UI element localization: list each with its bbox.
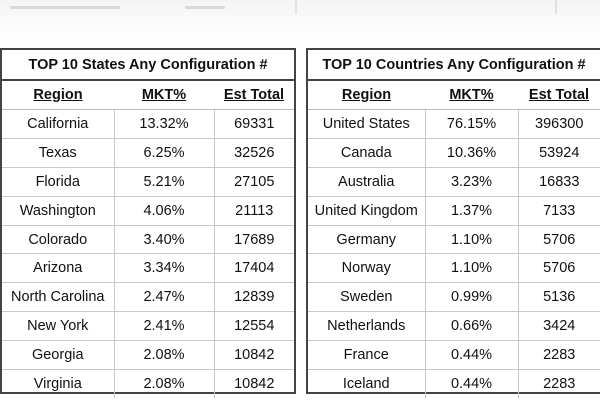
mkt-percent-cell: 76.15%: [425, 109, 519, 139]
table-row: Sweden 0.99% 5136: [308, 282, 600, 313]
region-cell: France: [308, 340, 426, 371]
mkt-percent-cell: 0.99%: [425, 282, 519, 313]
region-cell: California: [2, 109, 115, 139]
table-row: Norway 1.10% 5706: [308, 253, 600, 284]
est-total-cell: 2283: [543, 375, 576, 392]
est-total-cell: 21113: [214, 196, 294, 226]
mkt-percent-cell: 6.25%: [114, 138, 215, 168]
region-cell: Arizona: [2, 253, 115, 284]
mkt-percent-cell: 1.10%: [425, 253, 519, 284]
region-cell: New York: [2, 311, 115, 342]
region-cell: North Carolina: [2, 282, 115, 313]
table-row: United States 76.15% 396300: [308, 109, 600, 139]
mkt-percent-cell: 2.08%: [114, 340, 215, 371]
est-total-cell: 2283: [518, 340, 600, 371]
region-cell: Georgia: [2, 340, 115, 371]
mkt-percent-cell: 2.08%: [114, 369, 215, 398]
table-row: Netherlands 0.66% 3424: [308, 311, 600, 342]
est-total-cell: 10842: [214, 340, 294, 371]
table-row: Texas 6.25% 32526: [2, 138, 294, 168]
table-row: New York 2.41% 12554: [2, 311, 294, 342]
mkt-percent-cell: 3.23%: [425, 167, 519, 197]
table-row: Florida 5.21% 27105: [2, 167, 294, 197]
region-cell: Colorado: [2, 225, 115, 255]
est-total-cell: 10842: [234, 375, 275, 392]
region-cell: Germany: [308, 225, 426, 255]
est-total-cell: 53924: [518, 138, 600, 168]
table-row: Australia 3.23% 16833: [308, 167, 600, 197]
est-total-cell: 7133: [518, 196, 600, 226]
mkt-percent-cell: 0.66%: [425, 311, 519, 342]
states-table-title: TOP 10 States Any Configuration #: [2, 50, 294, 81]
est-total-cell: 396300: [518, 109, 600, 139]
column-header-region: Region: [308, 80, 425, 110]
table-row: California 13.32% 69331: [2, 109, 294, 139]
table-row: Canada 10.36% 53924: [308, 138, 600, 168]
region-cell: Australia: [308, 167, 426, 197]
est-total-cell: 5706: [518, 253, 600, 284]
region-cell: United States: [308, 109, 426, 139]
column-header-est-total: Est Total: [518, 80, 600, 110]
est-total-cell: 3424: [518, 311, 600, 342]
states-table-panel: TOP 10 States Any Configuration # Region…: [0, 48, 296, 398]
region-cell: United Kingdom: [308, 196, 426, 226]
countries-table-body: United States 76.15% 396300 Canada 10.36% 539…: [308, 109, 600, 398]
states-table-body: California 13.32% 69331 Texas 6.25% 32526 Flor…: [2, 109, 294, 398]
mkt-percent-cell: 1.10%: [425, 225, 519, 255]
est-total-cell: 27105: [214, 167, 294, 197]
column-header-est-total: Est Total: [214, 80, 294, 110]
countries-table-title: TOP 10 Countries Any Configuration #: [308, 50, 600, 81]
mkt-percent-cell: 2.47%: [114, 282, 215, 313]
est-total-cell: 69331: [214, 109, 294, 139]
cropped-previous-row: [0, 0, 600, 40]
mkt-percent-cell: 4.06%: [114, 196, 215, 226]
region-cell: Texas: [2, 138, 115, 168]
est-total-cell: 5136: [518, 282, 600, 313]
column-header-mkt: MKT%: [114, 80, 214, 110]
states-table: TOP 10 States Any Configuration # Region…: [2, 50, 294, 398]
est-total-cell: 17689: [214, 225, 294, 255]
countries-table: TOP 10 Countries Any Configuration # Reg…: [308, 50, 600, 398]
est-total-cell: 5706: [518, 225, 600, 255]
faint-divider: [555, 0, 557, 14]
mkt-percent-cell: 0.44%: [425, 369, 519, 398]
faint-text-fragment: [10, 6, 120, 9]
region-cell: Netherlands: [308, 311, 426, 342]
region-cell: Washington: [2, 196, 115, 226]
est-total-cell: 32526: [214, 138, 294, 168]
table-row: Arizona 3.34% 17404: [2, 253, 294, 284]
table-row: Germany 1.10% 5706: [308, 225, 600, 255]
faint-text-fragment: [185, 6, 225, 9]
est-total-cell: 17404: [214, 253, 294, 284]
countries-table-panel: TOP 10 Countries Any Configuration # Reg…: [306, 48, 600, 398]
table-row: North Carolina 2.47% 12839: [2, 282, 294, 313]
region-cell: Florida: [2, 167, 115, 197]
table-row: United Kingdom 1.37% 7133: [308, 196, 600, 226]
column-header-mkt: MKT%: [425, 80, 518, 110]
region-cell: Sweden: [308, 282, 426, 313]
mkt-percent-cell: 1.37%: [425, 196, 519, 226]
table-row: Virginia 2.08% 10842: [2, 369, 294, 398]
mkt-percent-cell: 0.44%: [425, 340, 519, 371]
mkt-percent-cell: 5.21%: [114, 167, 215, 197]
region-cell: Norway: [308, 253, 426, 284]
est-total-cell: 12839: [214, 282, 294, 313]
faint-divider: [295, 0, 297, 14]
est-total-cell: 16833: [518, 167, 600, 197]
mkt-percent-cell: 13.32%: [114, 109, 215, 139]
mkt-percent-cell: 10.36%: [425, 138, 519, 168]
table-row: Washington 4.06% 21113: [2, 196, 294, 226]
est-total-cell: 12554: [214, 311, 294, 342]
column-header-region: Region: [2, 80, 114, 110]
mkt-percent-cell: 2.41%: [114, 311, 215, 342]
region-cell: Canada: [308, 138, 426, 168]
region-cell: Iceland: [308, 369, 426, 398]
table-row: France 0.44% 2283: [308, 340, 600, 371]
mkt-percent-cell: 3.34%: [114, 253, 215, 284]
table-row: Iceland 0.44% 2283: [308, 369, 600, 398]
region-cell: Virginia: [2, 369, 115, 398]
table-row: Colorado 3.40% 17689: [2, 225, 294, 255]
mkt-percent-cell: 3.40%: [114, 225, 215, 255]
table-row: Georgia 2.08% 10842: [2, 340, 294, 371]
